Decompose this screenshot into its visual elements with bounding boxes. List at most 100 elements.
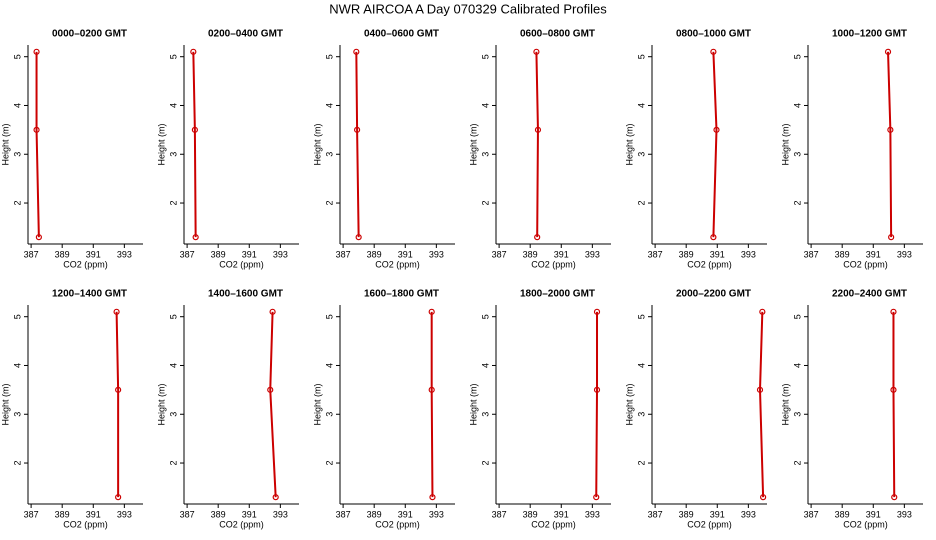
profile-line [192, 51, 197, 238]
profile-point [33, 48, 40, 55]
y-tick-label: 4 [636, 103, 646, 108]
y-tick-label: 4 [792, 103, 802, 108]
x-axis-label: CO2 (ppm) [843, 519, 888, 529]
y-tick-label: 5 [636, 314, 646, 319]
y-axis-label: Height (m) [156, 383, 166, 425]
profile-point [429, 494, 436, 501]
y-tick-label: 2 [12, 201, 22, 206]
x-tick-label: 391 [710, 509, 725, 519]
y-tick-label: 5 [480, 54, 490, 59]
y-tick-label: 5 [636, 54, 646, 59]
x-tick-label: 391 [866, 509, 881, 519]
y-tick-label: 3 [636, 412, 646, 417]
x-tick-label: 389 [679, 509, 694, 519]
x-tick-label: 391 [398, 509, 413, 519]
x-tick-label: 393 [429, 509, 444, 519]
x-tick-label: 387 [336, 249, 351, 259]
y-tick-label: 3 [12, 412, 22, 417]
panel-title: 2200–2400 GMT [832, 289, 907, 300]
profile-point [33, 126, 40, 133]
y-tick-label: 4 [324, 363, 334, 368]
profile-point [190, 48, 197, 55]
y-tick-label: 5 [168, 54, 178, 59]
y-tick-label: 3 [324, 152, 334, 157]
profile-point [760, 494, 767, 501]
y-tick-label: 5 [12, 54, 22, 59]
y-tick-label: 3 [480, 152, 490, 157]
x-axis-label: CO2 (ppm) [219, 259, 264, 269]
profile-point [192, 234, 199, 241]
x-axis-label: CO2 (ppm) [687, 519, 732, 529]
y-tick-label: 4 [324, 103, 334, 108]
y-axis-label: Height (m) [468, 383, 478, 425]
profile-point [269, 308, 276, 315]
panel-title: 0400–0600 GMT [364, 29, 439, 40]
x-tick-label: 389 [523, 249, 538, 259]
panel-title: 1800–2000 GMT [520, 289, 595, 300]
y-tick-label: 4 [480, 363, 490, 368]
y-axis-label: Height (m) [0, 123, 10, 165]
profile-line [887, 51, 893, 238]
y-tick-label: 5 [168, 314, 178, 319]
x-tick-label: 387 [180, 249, 195, 259]
y-axis-label: Height (m) [624, 123, 634, 165]
profile-point [593, 494, 600, 501]
x-tick-label: 393 [897, 249, 912, 259]
y-tick-label: 3 [168, 412, 178, 417]
y-tick-label: 3 [324, 412, 334, 417]
profile-point [267, 386, 274, 393]
panel-title: 1000–1200 GMT [832, 29, 907, 40]
y-tick-label: 2 [168, 461, 178, 466]
x-tick-label: 391 [242, 509, 257, 519]
y-axis-label: Height (m) [780, 383, 790, 425]
profile-point [593, 308, 601, 315]
y-tick-label: 2 [480, 461, 490, 466]
x-tick-label: 393 [117, 249, 132, 259]
profile-point [534, 126, 542, 133]
y-tick-label: 3 [168, 152, 178, 157]
x-tick-label: 389 [367, 509, 382, 519]
profile-point [710, 234, 717, 241]
y-tick-label: 3 [792, 412, 802, 417]
x-tick-label: 391 [866, 249, 881, 259]
y-tick-label: 5 [324, 54, 334, 59]
profile-line [595, 311, 599, 498]
x-axis-label: CO2 (ppm) [219, 519, 264, 529]
panel-title: 1200–1400 GMT [52, 289, 127, 300]
profile-line [430, 311, 434, 498]
x-axis-label: CO2 (ppm) [63, 519, 108, 529]
x-tick-label: 387 [492, 249, 507, 259]
x-tick-label: 391 [86, 509, 101, 519]
profile-point [891, 494, 898, 501]
y-tick-label: 5 [792, 314, 802, 319]
x-tick-label: 393 [585, 249, 600, 259]
profile-point [115, 494, 122, 501]
y-tick-label: 2 [324, 201, 334, 206]
y-axis-label: Height (m) [312, 383, 322, 425]
x-tick-label: 389 [679, 249, 694, 259]
x-tick-label: 389 [55, 249, 70, 259]
y-axis-label: Height (m) [624, 383, 634, 425]
y-tick-label: 4 [792, 363, 802, 368]
profile-point [113, 308, 120, 315]
profile-point [353, 126, 361, 133]
x-tick-label: 389 [367, 249, 382, 259]
profile-line [355, 51, 360, 238]
x-tick-label: 393 [585, 509, 600, 519]
x-tick-label: 389 [835, 249, 850, 259]
profile-line [115, 311, 120, 498]
x-tick-label: 387 [648, 509, 663, 519]
x-tick-label: 391 [86, 249, 101, 259]
x-tick-label: 393 [741, 249, 756, 259]
x-tick-label: 387 [492, 509, 507, 519]
y-tick-label: 4 [12, 363, 22, 368]
panel-title: 0600–0800 GMT [520, 29, 595, 40]
x-tick-label: 391 [554, 249, 569, 259]
x-axis-label: CO2 (ppm) [531, 519, 576, 529]
y-axis-label: Height (m) [312, 123, 322, 165]
profile-point [533, 48, 540, 55]
x-axis-label: CO2 (ppm) [843, 259, 888, 269]
x-tick-label: 389 [835, 509, 850, 519]
y-tick-label: 5 [12, 314, 22, 319]
y-tick-label: 3 [12, 152, 22, 157]
